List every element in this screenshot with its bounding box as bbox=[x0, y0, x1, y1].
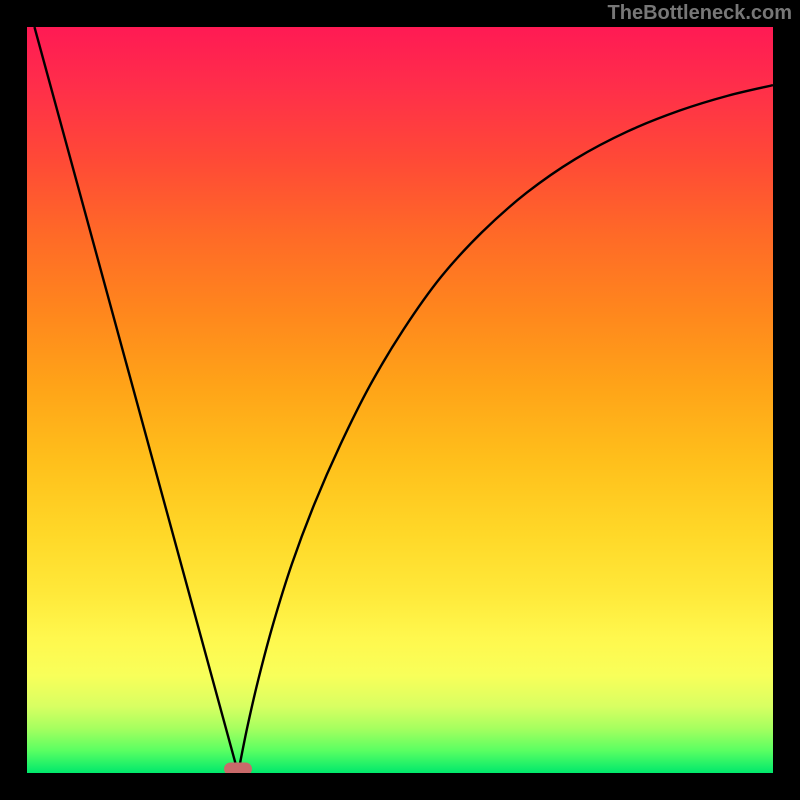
curve-left-branch bbox=[34, 27, 238, 773]
minimum-marker bbox=[224, 763, 252, 773]
plot-area bbox=[27, 27, 773, 773]
watermark-text: TheBottleneck.com bbox=[608, 2, 792, 25]
curve-right-branch bbox=[238, 85, 773, 773]
bottleneck-curve bbox=[27, 27, 773, 773]
